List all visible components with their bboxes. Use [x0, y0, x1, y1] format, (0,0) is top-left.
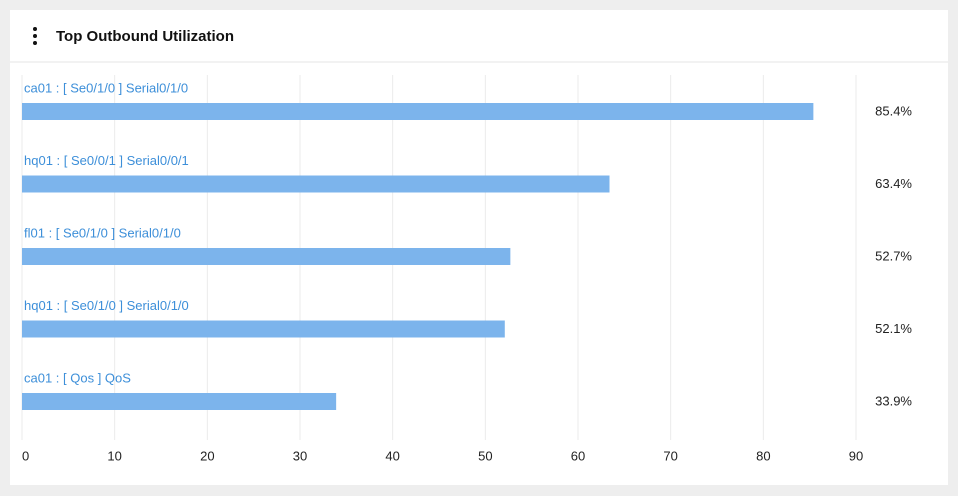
category-label: fl01 : [ Se0/1/0 ] Serial0/1/0 [24, 225, 181, 240]
value-label: 52.1% [875, 321, 912, 336]
category-label: hq01 : [ Se0/1/0 ] Serial0/1/0 [24, 298, 189, 313]
menu-dot [33, 27, 37, 31]
category-label: ca01 : [ Se0/1/0 ] Serial0/1/0 [24, 80, 188, 95]
bar [22, 103, 814, 120]
bar [22, 248, 511, 265]
value-label: 33.9% [875, 393, 912, 408]
x-tick-label: 50 [478, 448, 492, 463]
bar [22, 175, 610, 193]
x-tick-label: 30 [293, 448, 307, 463]
menu-dot [33, 41, 37, 45]
x-tick-label: 60 [571, 448, 585, 463]
x-tick-label: 20 [200, 448, 214, 463]
value-label: 52.7% [875, 248, 912, 263]
value-label: 63.4% [875, 176, 912, 191]
category-label: ca01 : [ Qos ] QoS [24, 370, 131, 385]
x-tick-label: 40 [385, 448, 399, 463]
x-tick-label: 90 [849, 448, 863, 463]
bar [22, 393, 337, 410]
menu-icon[interactable] [33, 27, 37, 45]
x-tick-label: 10 [107, 448, 121, 463]
x-tick-label: 80 [756, 448, 770, 463]
value-label: 85.4% [875, 103, 912, 118]
chart-title: Top Outbound Utilization [56, 28, 234, 45]
menu-dot [33, 34, 37, 38]
x-tick-label: 70 [663, 448, 677, 463]
bar [22, 320, 505, 338]
category-label: hq01 : [ Se0/0/1 ] Serial0/0/1 [24, 153, 189, 168]
x-tick-label: 0 [22, 448, 29, 463]
